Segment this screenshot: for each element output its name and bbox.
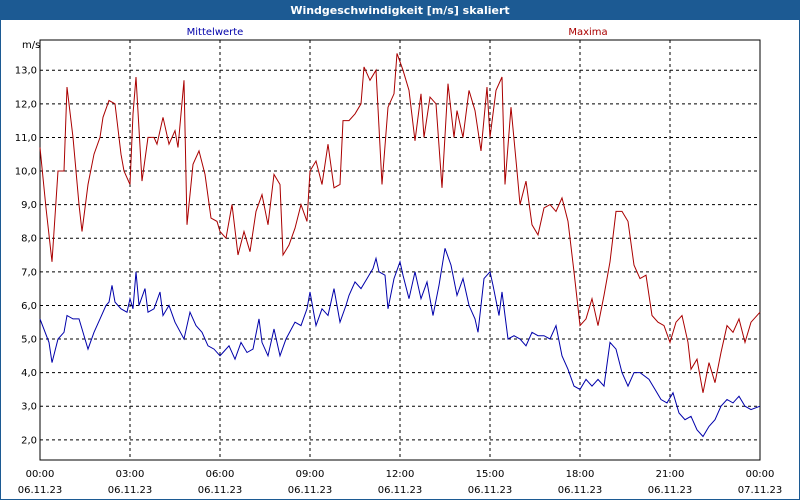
y-tick-label: 6,0: [21, 301, 37, 312]
x-tick-date: 06.11.23: [18, 485, 63, 496]
x-tick-date: 06.11.23: [288, 485, 333, 496]
series-line-mittelwerte: [39, 248, 761, 438]
legend-maxima: Maxima: [568, 27, 607, 38]
y-tick-label: 11,0: [15, 133, 37, 144]
x-tick-date: 06.11.23: [378, 485, 423, 496]
y-tick-label: 13,0: [15, 66, 37, 77]
y-tick-label: 12,0: [15, 99, 37, 110]
x-tick-date: 07.11.23: [738, 485, 783, 496]
y-axis-ticks: 2,0 3,0 4,0 5,0 6,0 7,0 8,0 9,0 10,0 11,0 12,0 13,0: [15, 66, 37, 447]
y-tick-label: 7,0: [21, 267, 37, 278]
plot-area: [39, 39, 761, 461]
x-tick-time: 00:00: [26, 469, 55, 480]
x-tick-time: 03:00: [116, 469, 145, 480]
y-tick-label: 4,0: [21, 368, 37, 379]
x-tick-time: 18:00: [566, 469, 595, 480]
y-tick-label: 9,0: [21, 200, 37, 211]
y-tick-label: 2,0: [21, 435, 37, 446]
y-axis-unit-label: m/s: [22, 40, 40, 51]
x-tick-time: 00:00: [746, 469, 775, 480]
legend-mittelwerte: Mittelwerte: [187, 27, 244, 38]
data-series: [39, 53, 761, 438]
x-tick-date: 06.11.23: [108, 485, 153, 496]
x-tick-time: 15:00: [476, 469, 505, 480]
x-tick-date: 06.11.23: [198, 485, 243, 496]
x-tick-date: 06.11.23: [468, 485, 513, 496]
y-tick-label: 10,0: [15, 167, 37, 178]
x-tick-date: 06.11.23: [558, 485, 603, 496]
x-tick-time: 06:00: [206, 469, 235, 480]
x-tick-time: 12:00: [386, 469, 415, 480]
y-tick-label: 3,0: [21, 402, 37, 413]
x-tick-date: 06.11.23: [648, 485, 693, 496]
window-title: Windgeschwindigkeit [m/s] skaliert: [1, 1, 799, 20]
y-tick-label: 5,0: [21, 335, 37, 346]
y-tick-label: 8,0: [21, 234, 37, 245]
x-tick-time: 21:00: [656, 469, 685, 480]
grid-lines: [40, 40, 760, 460]
x-axis-ticks: 00:00 06.11.23 03:00 06.11.23 06:00 06.11.23 0…: [18, 469, 783, 496]
series-line-maxima: [39, 53, 761, 393]
x-tick-time: 09:00: [296, 469, 325, 480]
